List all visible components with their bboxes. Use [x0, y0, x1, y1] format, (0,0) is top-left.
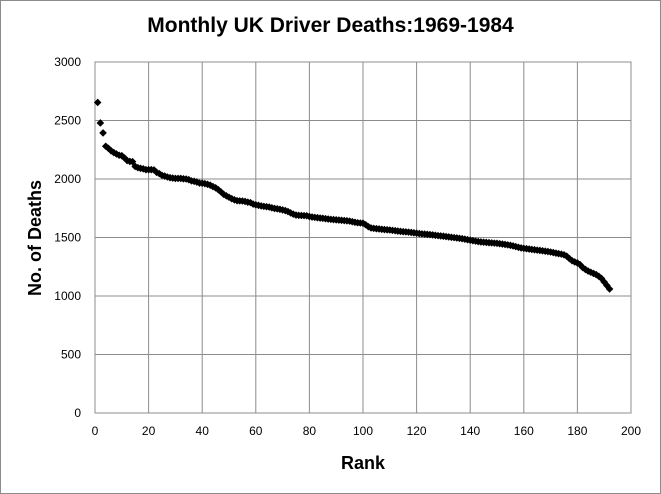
data-point — [209, 182, 217, 191]
data-point — [109, 148, 118, 157]
data-point — [565, 254, 574, 263]
x-tick-label: 160 — [514, 424, 534, 438]
y-tick-label: 0 — [74, 406, 81, 420]
data-point — [605, 285, 614, 293]
data-point — [155, 169, 164, 178]
data-point — [99, 129, 107, 137]
x-tick-label: 0 — [92, 424, 99, 438]
data-point — [206, 181, 215, 190]
data-point — [104, 144, 113, 153]
chart-title: Monthly UK Driver Deaths:1969-1984 — [147, 14, 514, 37]
data-point — [211, 183, 220, 192]
data-point — [603, 281, 611, 290]
data-point — [359, 219, 367, 228]
data-point — [592, 270, 600, 279]
data-point — [217, 188, 225, 196]
data-point — [361, 220, 370, 229]
y-axis-label: No. of Deaths — [25, 180, 45, 296]
data-point — [128, 157, 137, 166]
y-tick-label: 3000 — [54, 55, 81, 69]
x-tick-label: 20 — [142, 424, 156, 438]
x-tick-label: 140 — [460, 424, 480, 438]
data-point — [286, 209, 295, 217]
data-point — [107, 147, 115, 155]
data-point — [227, 194, 236, 203]
x-tick-label: 200 — [621, 424, 641, 438]
tick-labels: 0 20 40 60 80 100 120 140 160 180 2000500100015002… — [54, 55, 641, 438]
y-tick-label: 500 — [61, 348, 81, 362]
x-tick-label: 80 — [303, 424, 317, 438]
x-tick-label: 120 — [407, 424, 427, 438]
y-tick-label: 2000 — [54, 172, 81, 186]
data-point — [118, 151, 126, 160]
x-tick-label: 40 — [196, 424, 210, 438]
data-point — [131, 162, 139, 171]
data-point — [364, 222, 373, 231]
data-point — [568, 256, 576, 265]
data-points — [93, 98, 614, 293]
data-point — [150, 166, 158, 174]
grid-lines — [94, 61, 632, 414]
x-tick-label: 100 — [353, 424, 373, 438]
x-tick-label: 60 — [249, 424, 263, 438]
x-axis-label: Rank — [341, 453, 386, 473]
data-point — [584, 267, 592, 275]
y-tick-label: 2500 — [54, 114, 81, 128]
data-point — [96, 119, 105, 127]
data-point — [578, 263, 587, 272]
x-tick-label: 180 — [567, 424, 587, 438]
data-point — [560, 251, 568, 259]
data-point — [284, 207, 292, 216]
y-tick-label: 1500 — [54, 231, 81, 245]
data-point — [152, 168, 161, 177]
y-tick-label: 1000 — [54, 289, 81, 303]
data-point — [93, 98, 102, 107]
